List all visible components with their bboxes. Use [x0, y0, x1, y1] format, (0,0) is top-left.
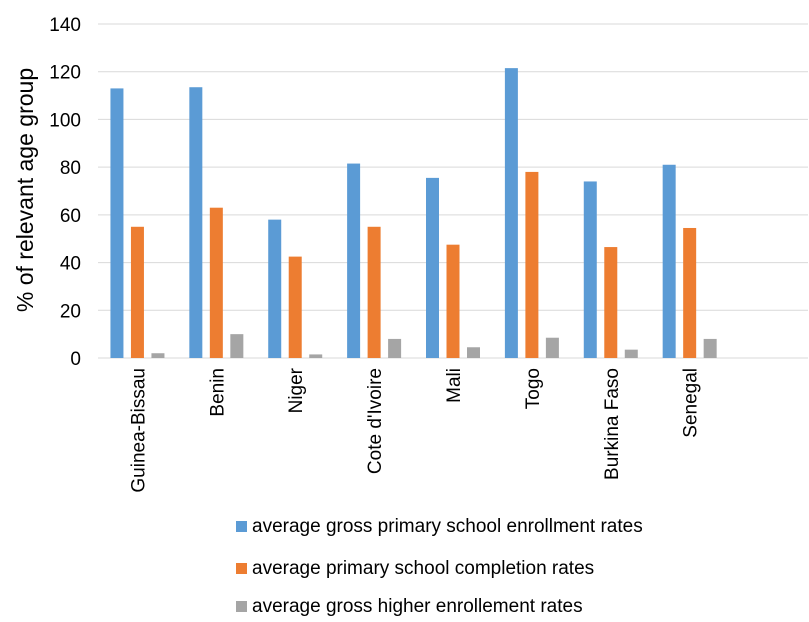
- bar: [662, 164, 676, 358]
- bar: [151, 353, 165, 358]
- bar: [347, 163, 361, 358]
- bar: [110, 88, 124, 359]
- legend-entry: average primary school completion rates: [252, 558, 594, 579]
- bar: [388, 338, 402, 358]
- x-tick-label: Burkina Faso: [602, 368, 623, 480]
- y-axis-label: % of relevant age group: [12, 68, 38, 312]
- bar: [230, 334, 244, 358]
- bar: [309, 354, 323, 358]
- y-tick-label: 20: [60, 301, 81, 322]
- x-tick-label: Mali: [444, 368, 465, 403]
- bar: [268, 219, 282, 358]
- bar: [545, 337, 559, 358]
- bar: [624, 349, 638, 358]
- bar: [583, 181, 597, 358]
- x-tick-label: Senegal: [681, 368, 702, 438]
- x-axis-ticks: Guinea-Bissau Benin Niger Cote d'Ivoire Mali…: [128, 367, 701, 492]
- x-tick-label: Togo: [523, 368, 544, 409]
- legend-swatch: [236, 563, 247, 574]
- bar: [703, 338, 717, 358]
- bar: [525, 171, 539, 358]
- bar: [446, 244, 460, 358]
- bar: [504, 68, 518, 358]
- y-tick-label: 80: [60, 158, 81, 179]
- y-tick-label: 40: [60, 254, 81, 275]
- x-tick-label: Guinea-Bissau: [128, 368, 149, 493]
- bar: [683, 227, 697, 358]
- bar: [467, 347, 480, 358]
- bar: [130, 226, 144, 358]
- bars: [110, 68, 717, 359]
- x-tick-label: Niger: [286, 367, 307, 413]
- legend-swatch: [236, 601, 247, 612]
- bar: [367, 226, 381, 358]
- bar: [209, 207, 223, 358]
- bar: [189, 87, 203, 358]
- bar: [426, 177, 439, 358]
- legend: average gross primary school enrollment …: [236, 516, 643, 617]
- y-tick-label: 120: [49, 63, 81, 84]
- bar: [604, 247, 618, 358]
- legend-swatch: [236, 521, 247, 532]
- legend-entry: average gross primary school enrollment …: [252, 516, 643, 537]
- bar: [288, 256, 302, 358]
- y-tick-label: 0: [70, 349, 81, 370]
- y-tick-label: 100: [49, 110, 81, 131]
- x-tick-label: Benin: [207, 368, 228, 417]
- y-tick-label: 140: [49, 15, 81, 36]
- y-tick-label: 60: [60, 206, 81, 227]
- x-tick-label: Cote d'Ivoire: [365, 368, 386, 474]
- legend-entry: average gross higher enrollement rates: [252, 596, 583, 617]
- y-axis-ticks: 0 20 40 60 80 100 120 140: [49, 15, 81, 370]
